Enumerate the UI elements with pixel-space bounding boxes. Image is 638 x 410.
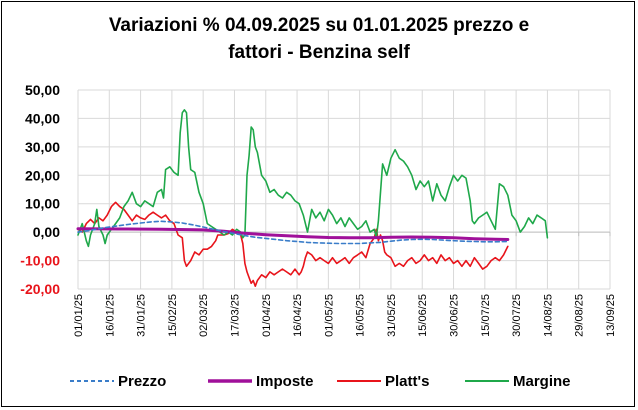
x-tick-label: 15/07/25 bbox=[480, 294, 492, 337]
y-tick-label: 40,00 bbox=[25, 110, 60, 126]
x-tick-label: 29/08/25 bbox=[574, 294, 586, 337]
series-line-imposte bbox=[76, 227, 510, 241]
legend-label: Platt's bbox=[385, 373, 429, 390]
x-tick-label: 31/05/25 bbox=[386, 294, 398, 337]
x-tick-label: 02/03/25 bbox=[198, 294, 210, 337]
y-tick-label: -20,00 bbox=[20, 281, 60, 297]
data-series bbox=[76, 109, 549, 288]
x-tick-label: 31/01/25 bbox=[136, 294, 148, 337]
series-line-margine bbox=[77, 109, 549, 248]
x-tick-label: 01/01/25 bbox=[73, 294, 85, 337]
x-tick-label: 16/05/25 bbox=[355, 294, 367, 337]
chart-title-line-1: Variazioni % 04.09.2025 su 01.01.2025 pr… bbox=[108, 15, 530, 36]
legend-label: Imposte bbox=[256, 373, 314, 390]
y-tick-label: 0,00 bbox=[33, 224, 60, 240]
y-axis-tick-labels: 50,00 40,00 30,00 20,00 10,00 0,00 -10,00 -20,0… bbox=[20, 82, 60, 297]
x-tick-label: 30/06/25 bbox=[449, 294, 461, 337]
x-tick-label: 30/07/25 bbox=[511, 294, 523, 337]
x-tick-label: 17/03/25 bbox=[229, 294, 241, 337]
y-tick-label: -10,00 bbox=[20, 253, 60, 269]
chart-title-line-2: fattori - Benzina self bbox=[228, 42, 410, 63]
x-tick-label: 01/04/25 bbox=[261, 294, 273, 337]
x-tick-label: 01/05/25 bbox=[323, 294, 335, 337]
y-tick-label: 50,00 bbox=[25, 82, 60, 98]
legend-label: Prezzo bbox=[118, 373, 166, 390]
y-tick-label: 20,00 bbox=[25, 167, 60, 183]
x-tick-label: 16/04/25 bbox=[292, 294, 304, 337]
series-line-prezzo bbox=[77, 220, 509, 245]
x-tick-label: 14/08/25 bbox=[542, 294, 554, 337]
x-tick-label: 13/09/25 bbox=[605, 294, 617, 337]
legend-label: Margine bbox=[513, 373, 571, 390]
chart-title: Variazioni % 04.09.2025 su 01.01.2025 pr… bbox=[0, 12, 638, 66]
x-tick-label: 16/01/25 bbox=[104, 294, 116, 337]
y-tick-label: 10,00 bbox=[25, 196, 60, 212]
x-tick-label: 15/06/25 bbox=[417, 294, 429, 337]
legend: Prezzo Imposte Platt's Margine bbox=[70, 373, 571, 390]
x-tick-label: 15/02/25 bbox=[167, 294, 179, 337]
y-tick-label: 30,00 bbox=[25, 139, 60, 155]
x-axis: 01/01/25 16/01/25 31/01/25 15/02/25 02/03/25… bbox=[73, 231, 617, 337]
series-line-platts bbox=[77, 201, 509, 288]
